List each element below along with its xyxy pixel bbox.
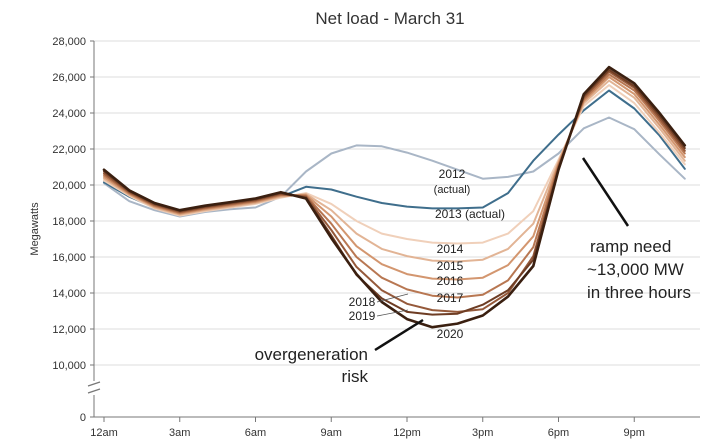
- y-tick-label: 26,000: [52, 72, 86, 84]
- overgen-label-line1: overgeneration: [255, 345, 368, 364]
- ramp-label-line2: ~13,000 MW: [587, 260, 684, 279]
- y-tick-label: 24,000: [52, 108, 86, 120]
- x-tick-label: 12pm: [393, 427, 421, 439]
- y-tick-label: 22,000: [52, 144, 86, 156]
- overgen-arrow: [374, 318, 424, 352]
- y-axis-ticks: 28,000 26,000 24,000 22,000 20,000 18,000 16,0…: [52, 36, 94, 424]
- y-tick-label: 0: [80, 412, 86, 424]
- y-axis-label: Megawatts: [29, 202, 41, 256]
- label-2016: 2016: [437, 274, 464, 288]
- label-2012-actual: (actual): [434, 184, 471, 196]
- y-tick-label: 28,000: [52, 36, 86, 48]
- grid-lines: [94, 40, 700, 366]
- label-2020: 2020: [437, 327, 464, 341]
- x-tick-label: 3am: [169, 427, 190, 439]
- x-axis-ticks: 12am 3am 6am 9am 12pm 3pm 6pm 9pm: [90, 417, 645, 439]
- ramp-label-line3: in three hours: [587, 283, 691, 302]
- x-tick-label: 6am: [245, 427, 266, 439]
- y-tick-label: 16,000: [52, 252, 86, 264]
- series-line-2015: [103, 79, 686, 263]
- axis-break-icon: [86, 381, 102, 395]
- label-2017: 2017: [437, 291, 464, 305]
- label-2014: 2014: [437, 242, 464, 256]
- series-group: [102, 65, 687, 329]
- label-2019: 2019: [349, 309, 376, 323]
- ramp-arrow: [581, 157, 630, 227]
- x-tick-label: 9am: [321, 427, 342, 439]
- y-tick-label: 18,000: [52, 216, 86, 228]
- y-tick-label: 14,000: [52, 288, 86, 300]
- series-line-2012-actual: [103, 116, 686, 218]
- label-2018: 2018: [349, 295, 376, 309]
- y-tick-label: 10,000: [52, 360, 86, 372]
- series-line-2014: [103, 84, 686, 245]
- label-2013: 2013 (actual): [435, 207, 505, 221]
- x-tick-label: 12am: [90, 427, 118, 439]
- x-tick-label: 9pm: [624, 427, 645, 439]
- pointer-2019: [376, 309, 409, 317]
- x-tick-label: 6pm: [548, 427, 569, 439]
- series-line-2020: [102, 65, 687, 329]
- ramp-label-line1: ramp need: [590, 237, 671, 256]
- annotations: 2012 (actual) 2013 (actual) 2014 2015 20…: [255, 157, 691, 386]
- label-2015: 2015: [437, 259, 464, 273]
- x-tick-label: 3pm: [472, 427, 493, 439]
- label-2012: 2012: [439, 167, 466, 181]
- chart-title: Net load - March 31: [315, 9, 464, 28]
- series-line-2013-actual: [103, 89, 686, 216]
- overgen-label-line2: risk: [342, 367, 369, 386]
- y-tick-label: 20,000: [52, 180, 86, 192]
- y-tick-label: 12,000: [52, 324, 86, 336]
- pointer-2018: [376, 293, 409, 303]
